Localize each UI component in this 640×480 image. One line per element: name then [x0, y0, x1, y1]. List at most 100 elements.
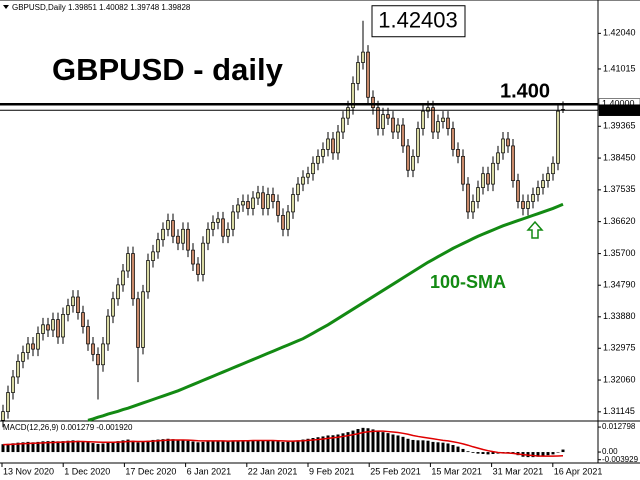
macd-bar: [106, 442, 110, 453]
candle-body: [486, 173, 490, 185]
candle-body: [91, 343, 95, 355]
candle-body: [201, 242, 205, 275]
candle-body: [516, 180, 520, 202]
y-tick-label: 1.37535: [603, 184, 636, 194]
y-tick-label: 1.32060: [603, 374, 636, 384]
macd-bar: [391, 434, 395, 453]
candle-body: [356, 62, 360, 84]
macd-bar: [491, 452, 495, 454]
candle-body: [406, 145, 410, 171]
candle-body: [346, 107, 350, 119]
macd-bar: [216, 440, 220, 453]
candle-body: [231, 211, 235, 230]
candle-body: [171, 220, 175, 237]
candle-body: [66, 305, 70, 315]
candle-body: [456, 149, 460, 157]
macd-bar: [386, 433, 390, 453]
macd-bar: [156, 439, 160, 453]
candle-body: [451, 128, 455, 150]
candle-body: [541, 180, 545, 188]
candle-body: [96, 353, 100, 366]
y-tick-label: 1.35700: [603, 248, 636, 258]
macd-bar: [201, 441, 205, 453]
macd-bar: [316, 437, 320, 453]
macd-bar: [486, 452, 490, 455]
high-label-box: [371, 5, 466, 38]
macd-bar: [141, 441, 145, 453]
macd-bar: [396, 435, 400, 453]
candle-body: [36, 333, 40, 350]
macd-bar: [186, 440, 190, 453]
x-tick-label: 13 Nov 2020: [3, 466, 54, 476]
macd-bar: [376, 430, 380, 453]
y-tick-label: 1.34790: [603, 280, 636, 290]
macd-bar: [471, 452, 475, 453]
candle-body: [251, 197, 255, 209]
candle-body: [11, 376, 15, 393]
candle-body: [161, 228, 165, 241]
macd-bar: [236, 440, 240, 453]
macd-bar: [146, 440, 150, 453]
macd-bar: [336, 434, 340, 453]
macd-label: MACD(12,26,9) 0.001279 -0.001920: [3, 423, 133, 432]
macd-bar: [136, 442, 140, 453]
candle-body: [471, 201, 475, 213]
macd-bar: [96, 443, 100, 453]
level-label: 1.400: [500, 80, 550, 102]
macd-bar: [326, 435, 330, 453]
macd-bar: [16, 442, 20, 453]
macd-y-tick-label: 0.012798: [602, 422, 636, 431]
macd-bar: [36, 441, 40, 453]
candle-body: [391, 117, 395, 133]
macd-bar: [381, 432, 385, 453]
macd-bar: [301, 439, 305, 453]
x-tick-label: 1 Dec 2020: [64, 466, 110, 476]
x-tick-label: 15 Mar 2021: [431, 466, 482, 476]
macd-bar: [246, 440, 250, 453]
candle-body: [101, 343, 105, 366]
macd-bar: [61, 441, 65, 453]
x-tick-label: 16 Apr 2021: [554, 466, 603, 476]
chart-title: GBPUSD - daily: [52, 52, 284, 87]
x-tick-label: 31 Mar 2021: [493, 466, 544, 476]
macd-bar: [176, 439, 180, 453]
price-label: 1.39828: [602, 105, 635, 115]
candle-body: [181, 228, 185, 244]
candle-body: [396, 124, 400, 133]
macd-bar: [81, 441, 85, 453]
macd-bar: [346, 432, 350, 453]
macd-bar: [241, 440, 245, 453]
macd-bar: [341, 433, 345, 453]
macd-bar: [131, 440, 135, 453]
macd-bar: [56, 441, 60, 453]
candle-body: [126, 253, 130, 272]
candle-body: [501, 138, 505, 154]
y-tick-label: 1.32975: [603, 343, 636, 353]
candle-body: [496, 152, 500, 164]
macd-bar: [21, 442, 25, 453]
macd-bar: [361, 427, 365, 453]
macd-bar: [91, 443, 95, 453]
macd-bar: [161, 439, 165, 453]
macd-bar: [466, 451, 470, 453]
candle-body: [86, 326, 90, 345]
candle-body: [51, 319, 55, 331]
macd-bar: [66, 440, 70, 453]
candle-body: [491, 162, 495, 185]
candle-body: [371, 96, 375, 109]
candle-body: [461, 155, 465, 185]
macd-bar: [371, 429, 375, 453]
candle-body: [106, 315, 110, 345]
macd-bar: [456, 446, 460, 453]
macd-bar: [231, 440, 235, 453]
candle-body: [476, 187, 480, 202]
macd-bar: [441, 442, 445, 453]
macd-bar: [26, 441, 30, 453]
macd-bar: [311, 438, 315, 453]
macd-bar: [461, 448, 465, 453]
candle-body: [26, 343, 30, 353]
candle-body: [221, 218, 225, 237]
candle-body: [366, 51, 370, 98]
candle-body: [556, 110, 560, 164]
up-arrow: [526, 220, 544, 239]
